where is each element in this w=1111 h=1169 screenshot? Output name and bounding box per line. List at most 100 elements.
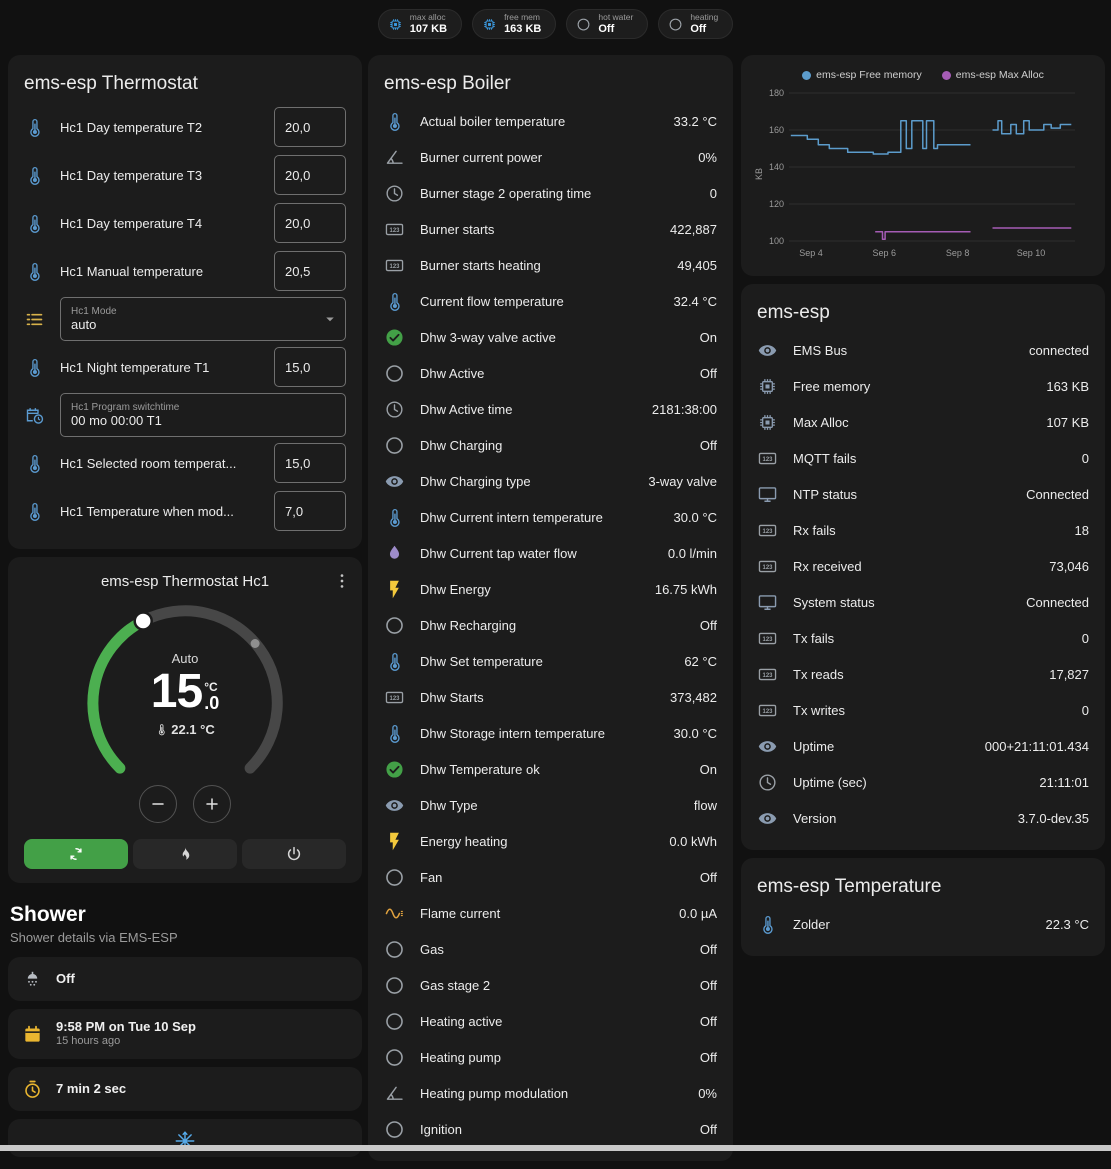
row-dhw-active[interactable]: Dhw Active Off <box>384 355 717 391</box>
number-input[interactable] <box>274 203 346 243</box>
card-title: ems-esp Thermostat <box>24 73 198 94</box>
row-dhw-set-temperature[interactable]: Dhw Set temperature 62 °C <box>384 643 717 679</box>
row-zolder[interactable]: Zolder 22.3 °C <box>757 906 1089 942</box>
row-heating-pump[interactable]: Heating pump Off <box>384 1039 717 1075</box>
shower-item[interactable]: 9:58 PM on Tue 10 Sep 15 hours ago <box>8 1009 362 1059</box>
partial-card[interactable] <box>8 1119 362 1157</box>
legend-item-ems-esp-free-memory[interactable]: ems-esp Free memory <box>802 69 922 81</box>
mode-button-heat[interactable] <box>133 839 237 869</box>
entity-value: 73,046 <box>1049 558 1089 574</box>
svg-text:123: 123 <box>763 672 774 678</box>
row-dhw-energy[interactable]: Dhw Energy 16.75 kWh <box>384 571 717 607</box>
number-input[interactable] <box>274 107 346 147</box>
field-label: Hc1 Manual temperature <box>60 263 204 279</box>
thermostat-dial[interactable]: Auto 15 °C .0 22.1 °C <box>65 597 305 797</box>
row-actual-boiler-temperature[interactable]: Actual boiler temperature 33.2 °C <box>384 103 717 139</box>
entity-value: Off <box>699 1013 717 1029</box>
row-rx-received[interactable]: 123 Rx received 73,046 <box>757 548 1089 584</box>
shower-secondary: 15 hours ago <box>56 1035 121 1048</box>
legend-item-ems-esp-max-alloc[interactable]: ems-esp Max Alloc <box>941 69 1044 81</box>
row-dhw-current-intern-temperature[interactable]: Dhw Current intern temperature 30.0 °C <box>384 499 717 535</box>
row-uptime-sec[interactable]: Uptime (sec) 21:11:01 <box>757 764 1089 800</box>
entity-label: Heating pump modulation <box>420 1085 569 1101</box>
field-hc1-program-switchtime: Hc1 Program switchtime 00 mo 00:00 T1 <box>24 391 346 439</box>
row-dhw-3-way-valve-active[interactable]: Dhw 3-way valve active On <box>384 319 717 355</box>
row-rx-fails[interactable]: 123 Rx fails 18 <box>757 512 1089 548</box>
entity-label: Dhw Active time <box>420 401 513 417</box>
row-heating-pump-modulation[interactable]: Heating pump modulation 0% <box>384 1075 717 1111</box>
entity-label: EMS Bus <box>793 342 848 358</box>
chart-legend: ems-esp Free memory ems-esp Max Alloc <box>753 69 1093 81</box>
mode-button-off[interactable] <box>242 839 346 869</box>
increase-temperature-button[interactable] <box>193 785 231 823</box>
mode-button-auto[interactable] <box>24 839 128 869</box>
entity-value: 30.0 °C <box>673 725 717 741</box>
row-fan[interactable]: Fan Off <box>384 859 717 895</box>
entity-label: Gas <box>420 941 444 957</box>
row-dhw-recharging[interactable]: Dhw Recharging Off <box>384 607 717 643</box>
entity-value: 49,405 <box>677 257 717 273</box>
row-gas-stage-2[interactable]: Gas stage 2 Off <box>384 967 717 1003</box>
row-energy-heating[interactable]: Energy heating 0.0 kWh <box>384 823 717 859</box>
legend-dot-icon <box>802 70 812 80</box>
number-input[interactable] <box>274 347 346 387</box>
entity-label: Dhw Current tap water flow <box>420 545 577 561</box>
row-current-flow-temperature[interactable]: Current flow temperature 32.4 °C <box>384 283 717 319</box>
clock-icon <box>384 399 405 420</box>
row-ems-bus[interactable]: EMS Bus connected <box>757 332 1089 368</box>
circle-outline-icon <box>384 1011 405 1032</box>
row-burner-starts-heating[interactable]: 123 Burner starts heating 49,405 <box>384 247 717 283</box>
row-dhw-charging[interactable]: Dhw Charging Off <box>384 427 717 463</box>
row-ntp-status[interactable]: NTP status Connected <box>757 476 1089 512</box>
number-input[interactable] <box>274 443 346 483</box>
svg-text:120: 120 <box>769 199 784 209</box>
row-dhw-type[interactable]: Dhw Type flow <box>384 787 717 823</box>
row-flame-current[interactable]: Flame current 0.0 µA <box>384 895 717 931</box>
number-input[interactable] <box>274 491 346 531</box>
svg-text:140: 140 <box>769 162 784 172</box>
decrease-temperature-button[interactable] <box>139 785 177 823</box>
memory-history-chart[interactable]: 100 120 140 160 180 Sep 4 Sep 6 Sep 8 Sep 10 KB <box>753 85 1085 263</box>
badge-free-mem[interactable]: free mem 163 KB <box>472 9 557 39</box>
row-max-alloc[interactable]: Max Alloc 107 KB <box>757 404 1089 440</box>
row-ignition[interactable]: Ignition Off <box>384 1111 717 1147</box>
row-heating-active[interactable]: Heating active Off <box>384 1003 717 1039</box>
more-options-icon[interactable] <box>332 571 352 591</box>
row-dhw-active-time[interactable]: Dhw Active time 2181:38:00 <box>384 391 717 427</box>
number-input[interactable] <box>274 251 346 291</box>
row-burner-stage-2-operating-time[interactable]: Burner stage 2 operating time 0 <box>384 175 717 211</box>
row-dhw-charging-type[interactable]: Dhw Charging type 3-way valve <box>384 463 717 499</box>
entity-value: 0% <box>698 1085 717 1101</box>
row-dhw-temperature-ok[interactable]: Dhw Temperature ok On <box>384 751 717 787</box>
shower-primary: Off <box>56 970 75 986</box>
switchtime-input[interactable]: Hc1 Program switchtime 00 mo 00:00 T1 <box>60 393 346 437</box>
row-tx-writes[interactable]: 123 Tx writes 0 <box>757 692 1089 728</box>
row-tx-reads[interactable]: 123 Tx reads 17,827 <box>757 656 1089 692</box>
row-dhw-current-tap-water-flow[interactable]: Dhw Current tap water flow 0.0 l/min <box>384 535 717 571</box>
badge-heating[interactable]: heating Off <box>658 9 734 39</box>
row-dhw-storage-intern-temperature[interactable]: Dhw Storage intern temperature 30.0 °C <box>384 715 717 751</box>
shower-item[interactable]: 7 min 2 sec <box>8 1067 362 1111</box>
row-gas[interactable]: Gas Off <box>384 931 717 967</box>
row-burner-current-power[interactable]: Burner current power 0% <box>384 139 717 175</box>
row-mqtt-fails[interactable]: 123 MQTT fails 0 <box>757 440 1089 476</box>
entity-value: 0 <box>1081 702 1089 718</box>
badge-value: 107 KB <box>409 22 448 35</box>
row-burner-starts[interactable]: 123 Burner starts 422,887 <box>384 211 717 247</box>
badge-text: hot water Off <box>598 12 633 35</box>
badge-max-alloc[interactable]: max alloc 107 KB <box>377 9 463 39</box>
row-version[interactable]: Version 3.7.0-dev.35 <box>757 800 1089 836</box>
row-system-status[interactable]: System status Connected <box>757 584 1089 620</box>
row-free-memory[interactable]: Free memory 163 KB <box>757 368 1089 404</box>
number-input[interactable] <box>274 155 346 195</box>
entity-value: 62 °C <box>684 653 717 669</box>
thermometer-icon <box>24 261 45 282</box>
row-tx-fails[interactable]: 123 Tx fails 0 <box>757 620 1089 656</box>
mode-select[interactable]: Hc1 Mode auto <box>60 297 346 341</box>
shower-item[interactable]: Off <box>8 957 362 1001</box>
thermostat-rows: Hc1 Day temperature T2 Hc1 Day temperatur… <box>24 103 346 535</box>
row-uptime[interactable]: Uptime 000+21:11:01.434 <box>757 728 1089 764</box>
entity-label: Burner current power <box>420 149 543 165</box>
badge-hot-water[interactable]: hot water Off <box>566 9 649 39</box>
row-dhw-starts[interactable]: 123 Dhw Starts 373,482 <box>384 679 717 715</box>
